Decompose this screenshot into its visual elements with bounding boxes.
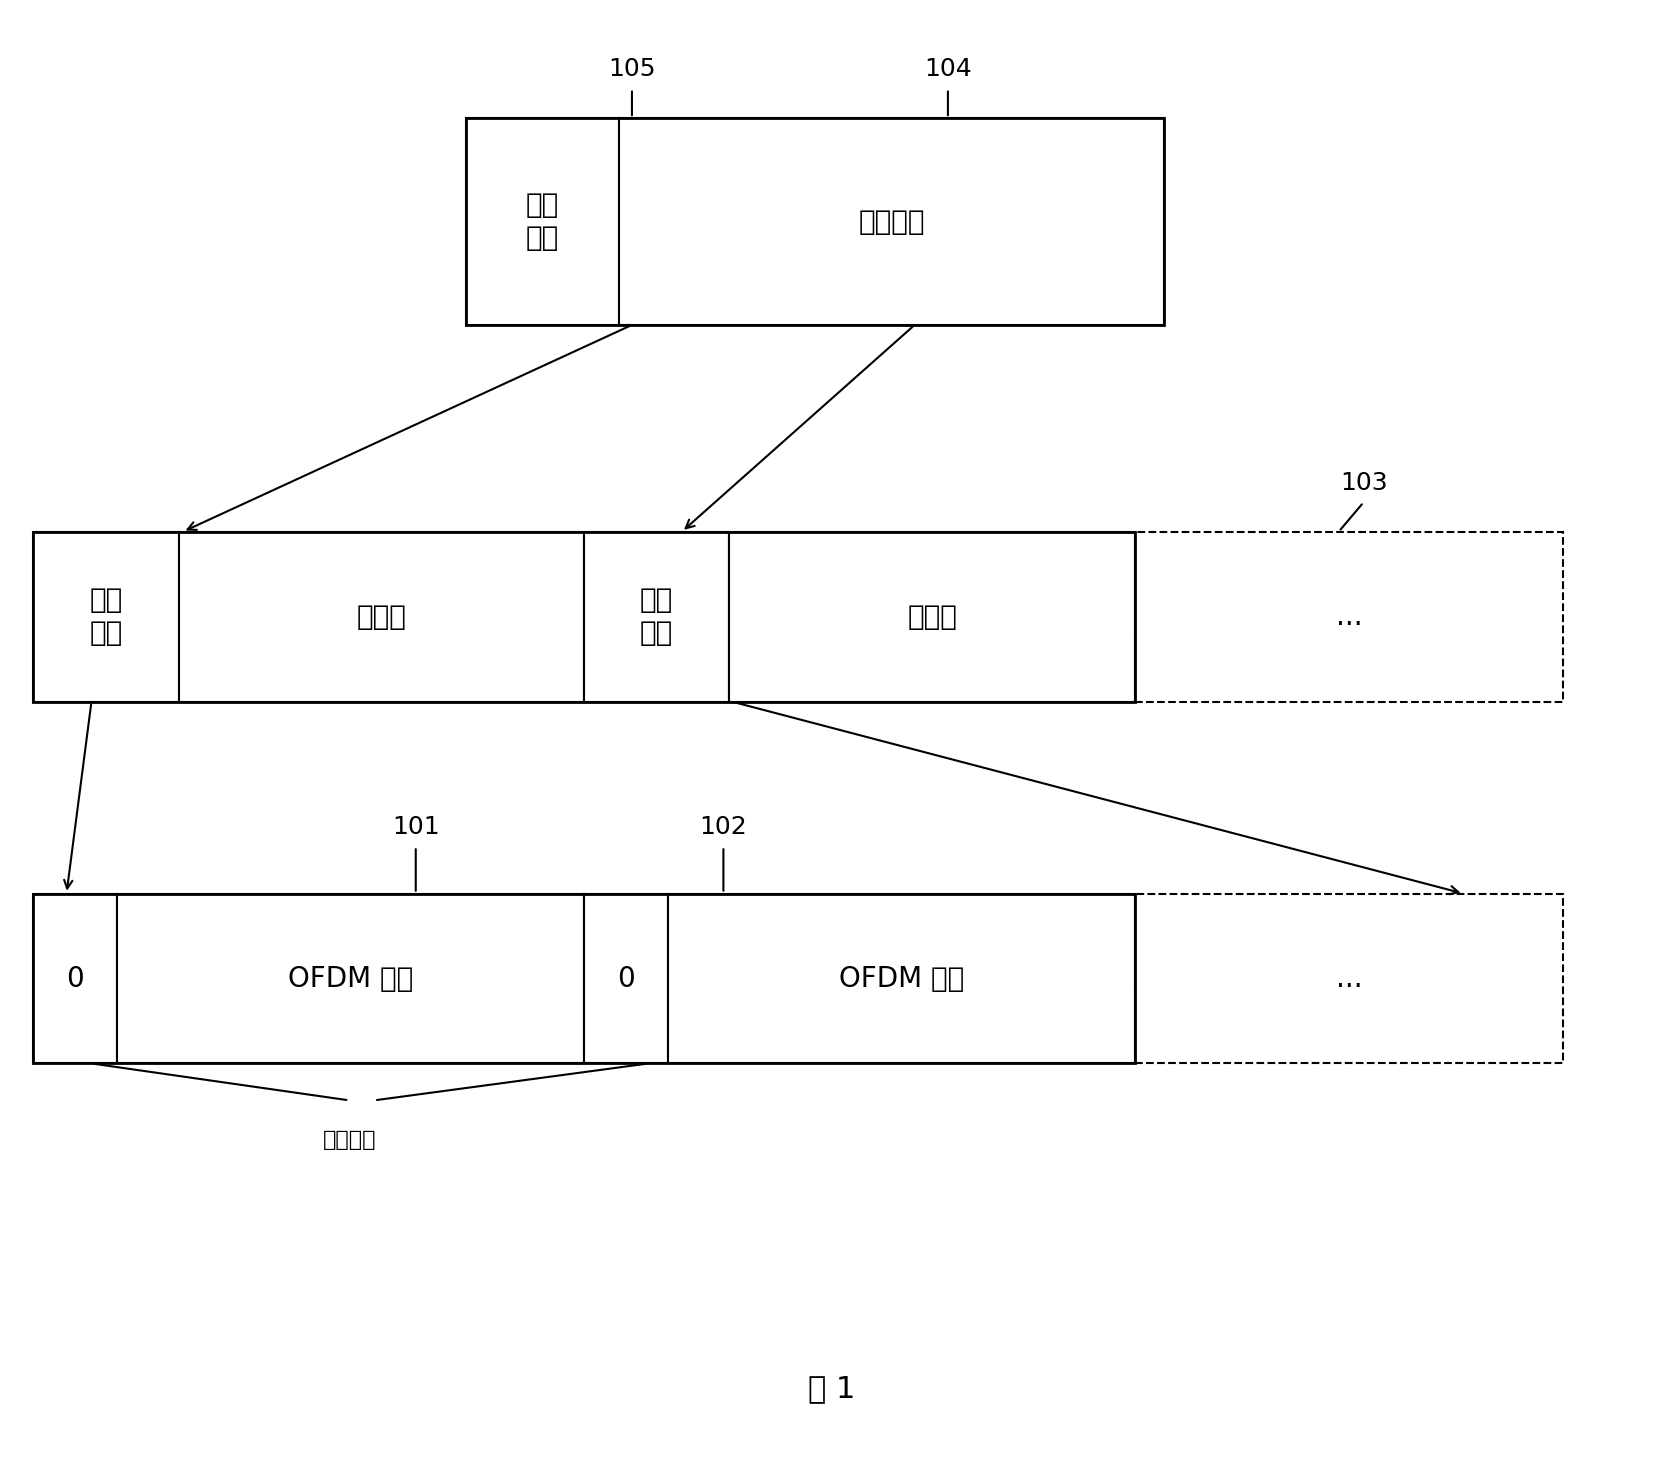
FancyBboxPatch shape — [33, 894, 118, 1063]
Text: ...: ... — [1335, 603, 1362, 631]
FancyBboxPatch shape — [1134, 894, 1563, 1063]
FancyBboxPatch shape — [619, 118, 1164, 325]
Text: 训练
符号: 训练 符号 — [90, 586, 123, 647]
Text: 0: 0 — [617, 964, 635, 993]
Text: 102: 102 — [700, 815, 747, 839]
Text: 105: 105 — [609, 58, 655, 81]
Text: 104: 104 — [925, 58, 971, 81]
FancyBboxPatch shape — [730, 532, 1134, 702]
Text: 训练
符号: 训练 符号 — [640, 586, 674, 647]
FancyBboxPatch shape — [466, 118, 619, 325]
Text: ...: ... — [1335, 964, 1362, 993]
FancyBboxPatch shape — [584, 894, 669, 1063]
Text: 101: 101 — [392, 815, 439, 839]
Text: 103: 103 — [1340, 471, 1387, 495]
Text: 数据帧: 数据帧 — [908, 603, 956, 631]
FancyBboxPatch shape — [1134, 532, 1563, 702]
Text: OFDM 符号: OFDM 符号 — [288, 964, 414, 993]
Text: 训练符号: 训练符号 — [858, 208, 925, 235]
Text: 图 1: 图 1 — [808, 1374, 855, 1403]
FancyBboxPatch shape — [118, 894, 584, 1063]
Text: 保护间隔: 保护间隔 — [323, 1130, 376, 1151]
FancyBboxPatch shape — [33, 532, 178, 702]
Text: OFDM 符号: OFDM 符号 — [838, 964, 965, 993]
FancyBboxPatch shape — [178, 532, 584, 702]
Text: 0: 0 — [67, 964, 85, 993]
FancyBboxPatch shape — [669, 894, 1134, 1063]
Text: 数据帧: 数据帧 — [356, 603, 406, 631]
Text: 循环
前缀: 循环 前缀 — [526, 192, 559, 251]
FancyBboxPatch shape — [584, 532, 730, 702]
